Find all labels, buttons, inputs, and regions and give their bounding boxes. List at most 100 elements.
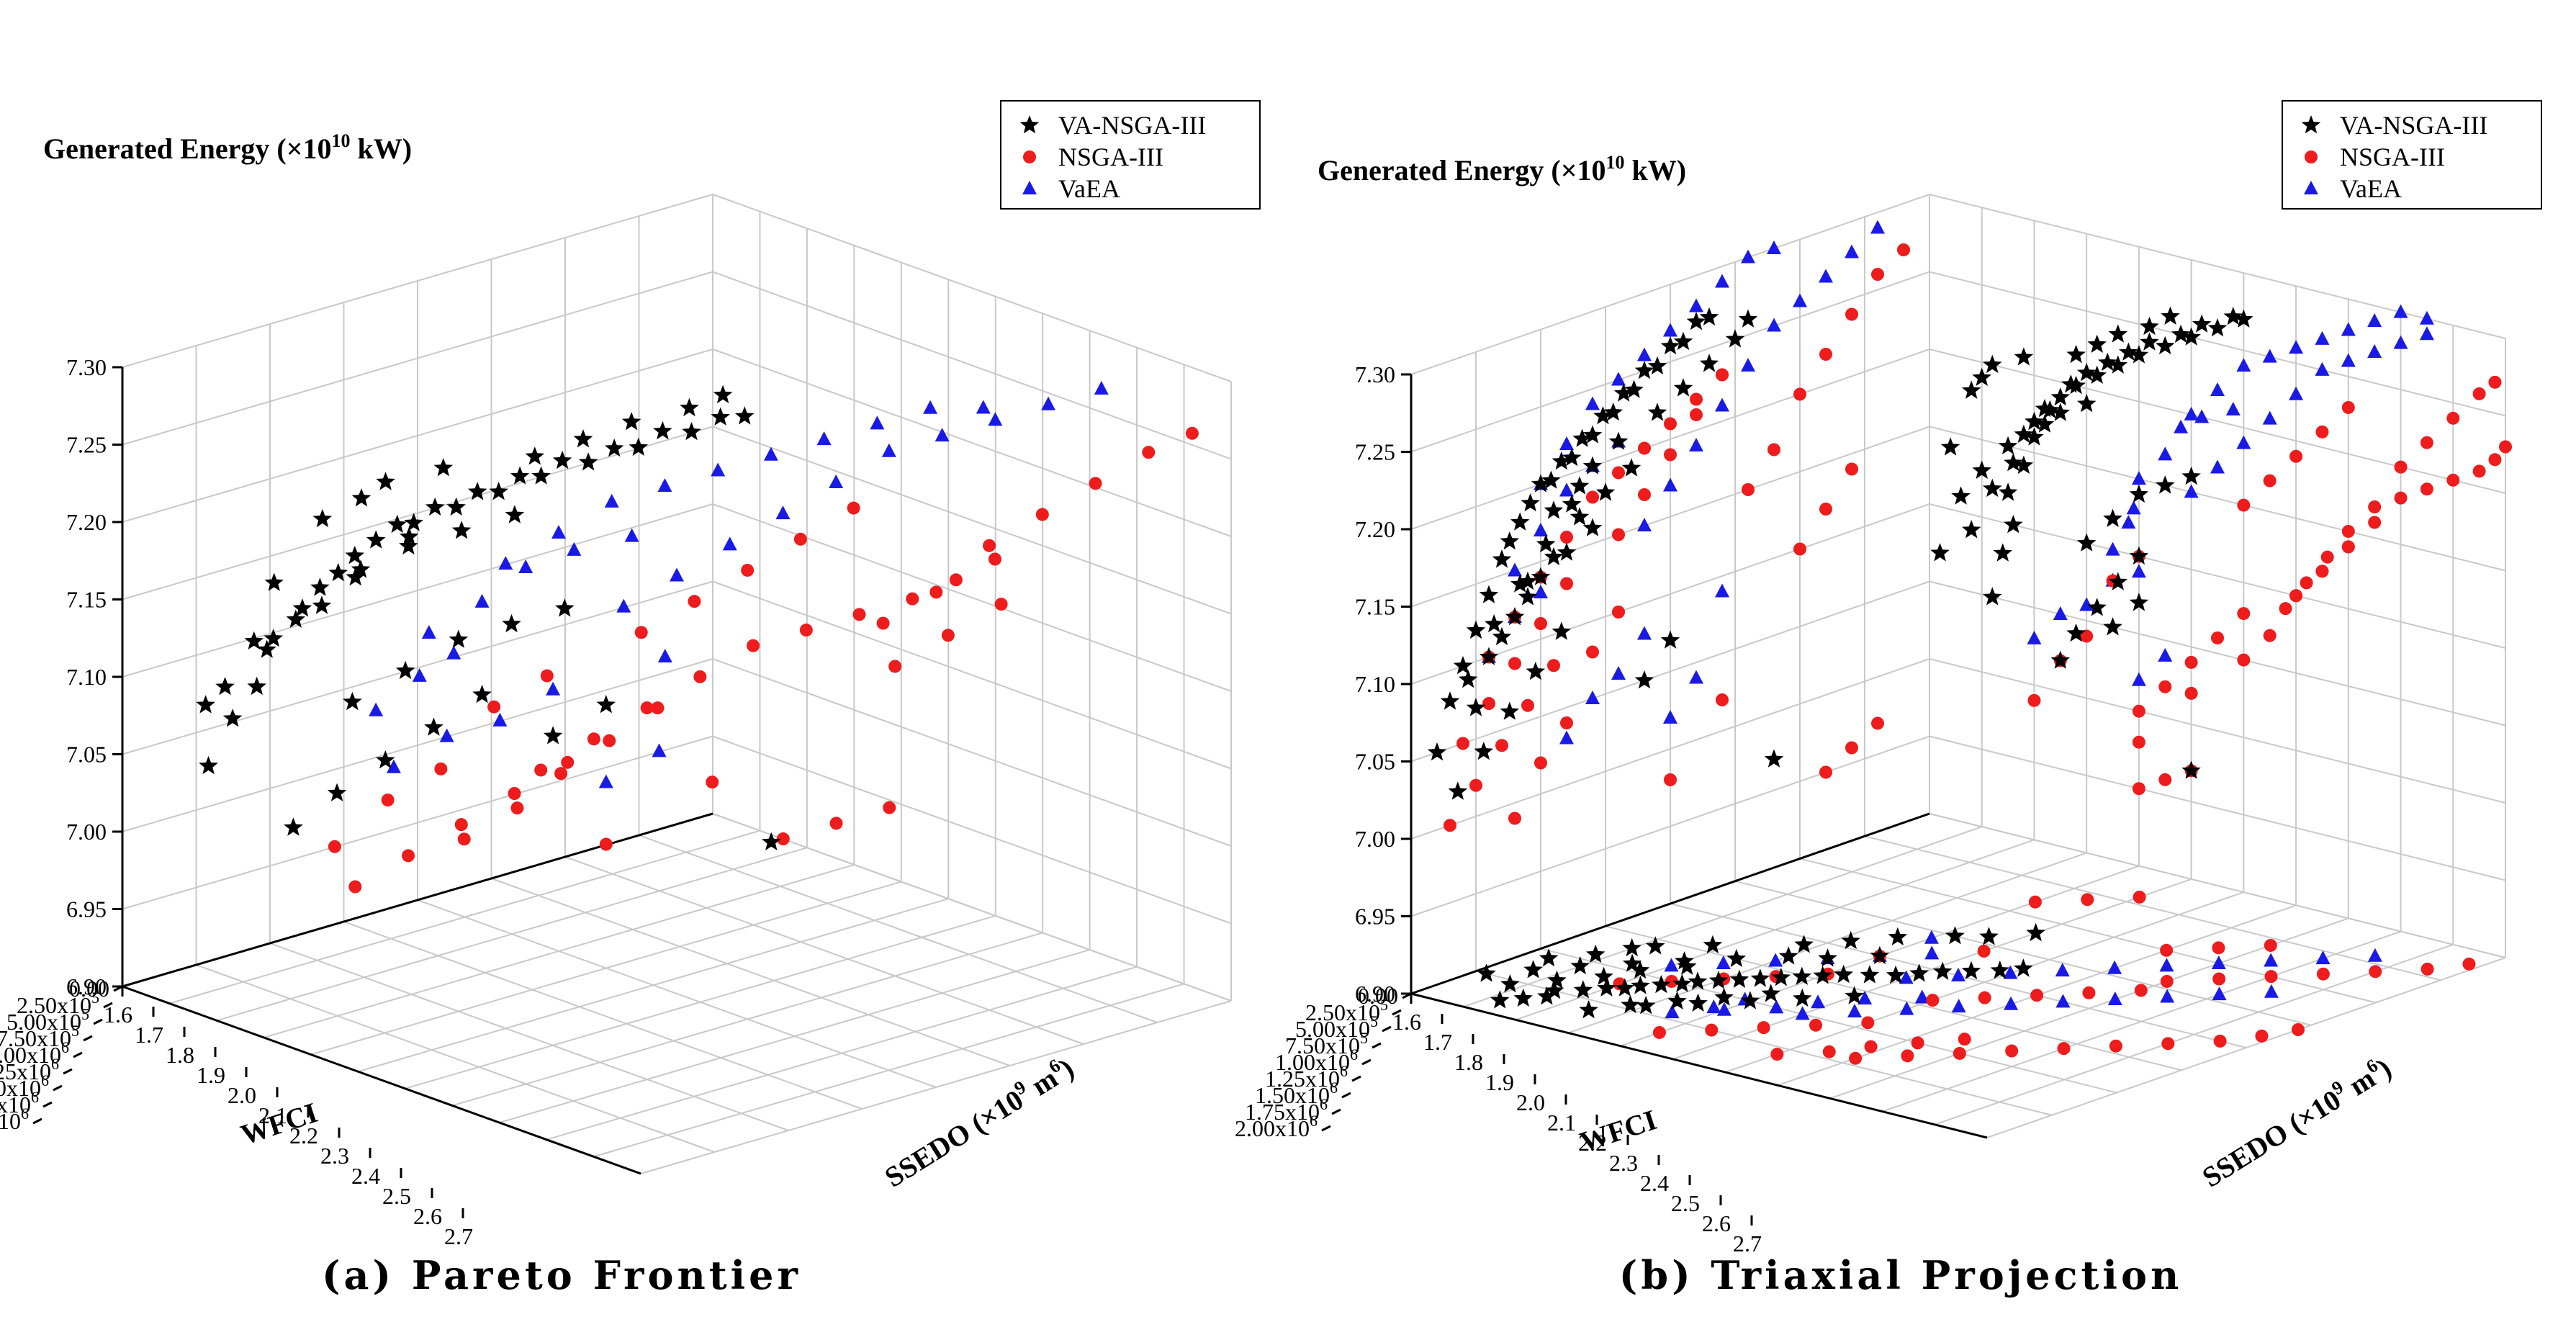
grid-line [593, 983, 1184, 1158]
projection-point-va-nsga-iii [1547, 970, 1567, 989]
projection-point-nsga-iii [2289, 449, 2303, 463]
projection-point-va-nsga-iii [2066, 623, 2086, 642]
projection-point-va-nsga-iii [1492, 549, 1512, 568]
projection-point-nsga-iii [1977, 944, 1991, 958]
projection-point-va-nsga-iii [2014, 455, 2034, 475]
projection-point-va-nsga-iii [1492, 626, 1512, 646]
projection-point-va-nsga-iii [2108, 355, 2128, 374]
projection-point-nsga-iii [1612, 528, 1625, 541]
projection-point-nsga-iii [1534, 617, 1547, 630]
legend-box [1000, 100, 1261, 210]
data-point-nsga-iii [1035, 508, 1049, 521]
data-point-nsga-iii [888, 660, 902, 673]
grid-line [712, 503, 1232, 692]
projection-point-va-nsga-iii [1764, 749, 1784, 768]
data-point-va-nsga-iii [215, 677, 235, 696]
data-point-vaea [763, 446, 778, 461]
data-point-va-nsga-iii [433, 458, 454, 477]
projection-point-nsga-iii [1822, 1045, 1836, 1058]
projection-point-vaea [1663, 477, 1677, 492]
projection-point-nsga-iii [2158, 773, 2172, 786]
projection-point-nsga-iii [2488, 375, 2502, 389]
projection-point-nsga-iii [2368, 500, 2382, 514]
projection-point-va-nsga-iii [1541, 470, 1561, 489]
y-axis-title: SSEDO (×109 m6) [2195, 1050, 2397, 1194]
data-point-vaea [616, 598, 631, 613]
projection-point-va-nsga-iii [1945, 926, 1965, 945]
projection-point-va-nsga-iii [1794, 935, 1814, 953]
projection-point-nsga-iii [2158, 680, 2172, 693]
x-tick [1402, 992, 1412, 999]
projection-point-va-nsga-iii [1634, 670, 1654, 689]
data-point-vaea [551, 525, 566, 539]
data-point-nsga-iii [328, 840, 341, 853]
projection-point-va-nsga-iii [1983, 354, 2002, 374]
data-point-va-nsga-iii [404, 513, 423, 531]
projection-point-nsga-iii [1495, 739, 1508, 752]
projection-point-vaea [2131, 564, 2146, 578]
projection-point-nsga-iii [1809, 1018, 1822, 1032]
data-point-va-nsga-iii [222, 709, 243, 727]
projection-point-nsga-iii [1958, 1033, 1971, 1046]
projection-point-vaea [2210, 459, 2225, 474]
data-point-va-nsga-iii [387, 514, 407, 534]
data-point-vaea [829, 474, 844, 488]
projection-point-va-nsga-iii [1961, 380, 1981, 399]
projection-point-va-nsga-iii [2108, 324, 2128, 343]
data-point-vaea [412, 667, 427, 682]
y-axis [122, 985, 641, 1175]
data-point-va-nsga-iii [264, 629, 284, 647]
projection-point-vaea [2027, 630, 2042, 644]
data-point-va-nsga-iii [451, 521, 472, 539]
y-tick-label: 2.7 [1733, 1231, 1762, 1256]
projection-point-vaea [2003, 965, 2018, 979]
projection-point-va-nsga-iii [1624, 379, 1644, 398]
projection-point-vaea [1741, 249, 1755, 264]
legend-marker-va-nsga-iii [1019, 115, 1040, 134]
grid-line [169, 829, 760, 1004]
projection-point-va-nsga-iii [1778, 946, 1798, 965]
projection-point-nsga-iii [1705, 1023, 1719, 1037]
data-point-vaea [492, 712, 508, 727]
projection-point-va-nsga-iii [1466, 698, 1486, 716]
grid-line [1864, 835, 2441, 981]
panel-pareto-frontier: 6.90 6.95 7.00 7.05 7.10 7.15 7.20 7.25 7.30 0.00… [0, 100, 1261, 1249]
projection-point-nsga-iii [1742, 483, 1755, 496]
data-point-va-nsga-iii [713, 385, 733, 404]
projection-point-vaea [2315, 330, 2330, 345]
legend-label: NSGA-III [2340, 143, 2445, 171]
projection-point-va-nsga-iii [1544, 981, 1564, 999]
data-point-vaea [446, 645, 461, 660]
projection-point-nsga-iii [2472, 464, 2486, 478]
projection-point-va-nsga-iii [1972, 460, 1991, 479]
data-point-va-nsga-iii [264, 572, 284, 591]
y-axis-title: SSEDO (×109 m6) [878, 1050, 1079, 1194]
x-tick [1341, 1092, 1351, 1099]
projection-point-va-nsga-iii [1570, 507, 1590, 526]
projection-point-nsga-iii [2368, 516, 2382, 529]
projection-point-nsga-iii [1534, 756, 1547, 770]
projection-point-vaea [2107, 991, 2122, 1005]
projection-point-vaea [1741, 358, 1755, 372]
projection-point-vaea [2107, 960, 2122, 974]
data-point-va-nsga-iii [244, 631, 264, 649]
data-point-nsga-iii [876, 616, 890, 630]
projection-point-va-nsga-iii [1523, 960, 1543, 979]
data-point-va-nsga-iii [328, 562, 348, 582]
data-point-nsga-iii [847, 501, 860, 515]
projection-point-nsga-iii [2160, 974, 2174, 988]
projection-point-nsga-iii [2289, 589, 2303, 603]
projection-point-nsga-iii [2184, 686, 2198, 700]
projection-point-va-nsga-iii [1536, 534, 1556, 553]
y-tick-label: 1.7 [135, 1022, 163, 1048]
data-point-va-nsga-iii [552, 450, 572, 469]
projection-point-va-nsga-iii [1582, 518, 1603, 536]
projection-point-nsga-iii [2082, 986, 2096, 999]
projection-point-nsga-iii [2341, 540, 2355, 554]
projection-point-va-nsga-iii [1585, 944, 1606, 963]
data-point-va-nsga-iii [327, 783, 347, 801]
data-point-vaea [567, 541, 582, 556]
projection-point-va-nsga-iii [1544, 547, 1564, 566]
projection-point-va-nsga-iii [2026, 922, 2045, 942]
